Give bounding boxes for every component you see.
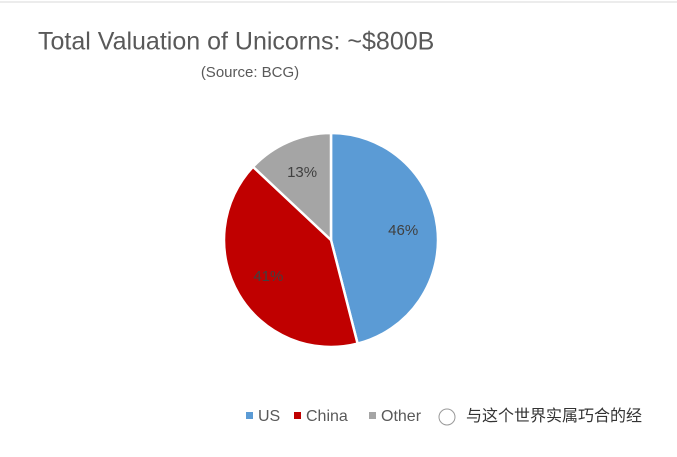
legend-swatch (294, 412, 301, 419)
legend-swatch (246, 412, 253, 419)
pie-slice (222, 164, 360, 349)
legend-label: US (258, 408, 280, 425)
legend-label: China (306, 408, 348, 425)
watermark-icon-circle (438, 408, 456, 426)
pie-slice (329, 131, 440, 346)
data-label: 41% (253, 268, 283, 285)
data-label: 13% (287, 164, 317, 181)
chart-subtitle: (Source: BCG) (201, 64, 299, 81)
chart-title: Total Valuation of Unicorns: ~$800B (38, 28, 434, 56)
pie-slice (251, 131, 333, 243)
legend-label: Other (381, 408, 422, 425)
legend-swatch (369, 412, 376, 419)
watermark: 与这个世界实属巧合的经 (466, 407, 642, 425)
watermark-icon (438, 408, 456, 426)
data-label: 46% (388, 222, 418, 239)
